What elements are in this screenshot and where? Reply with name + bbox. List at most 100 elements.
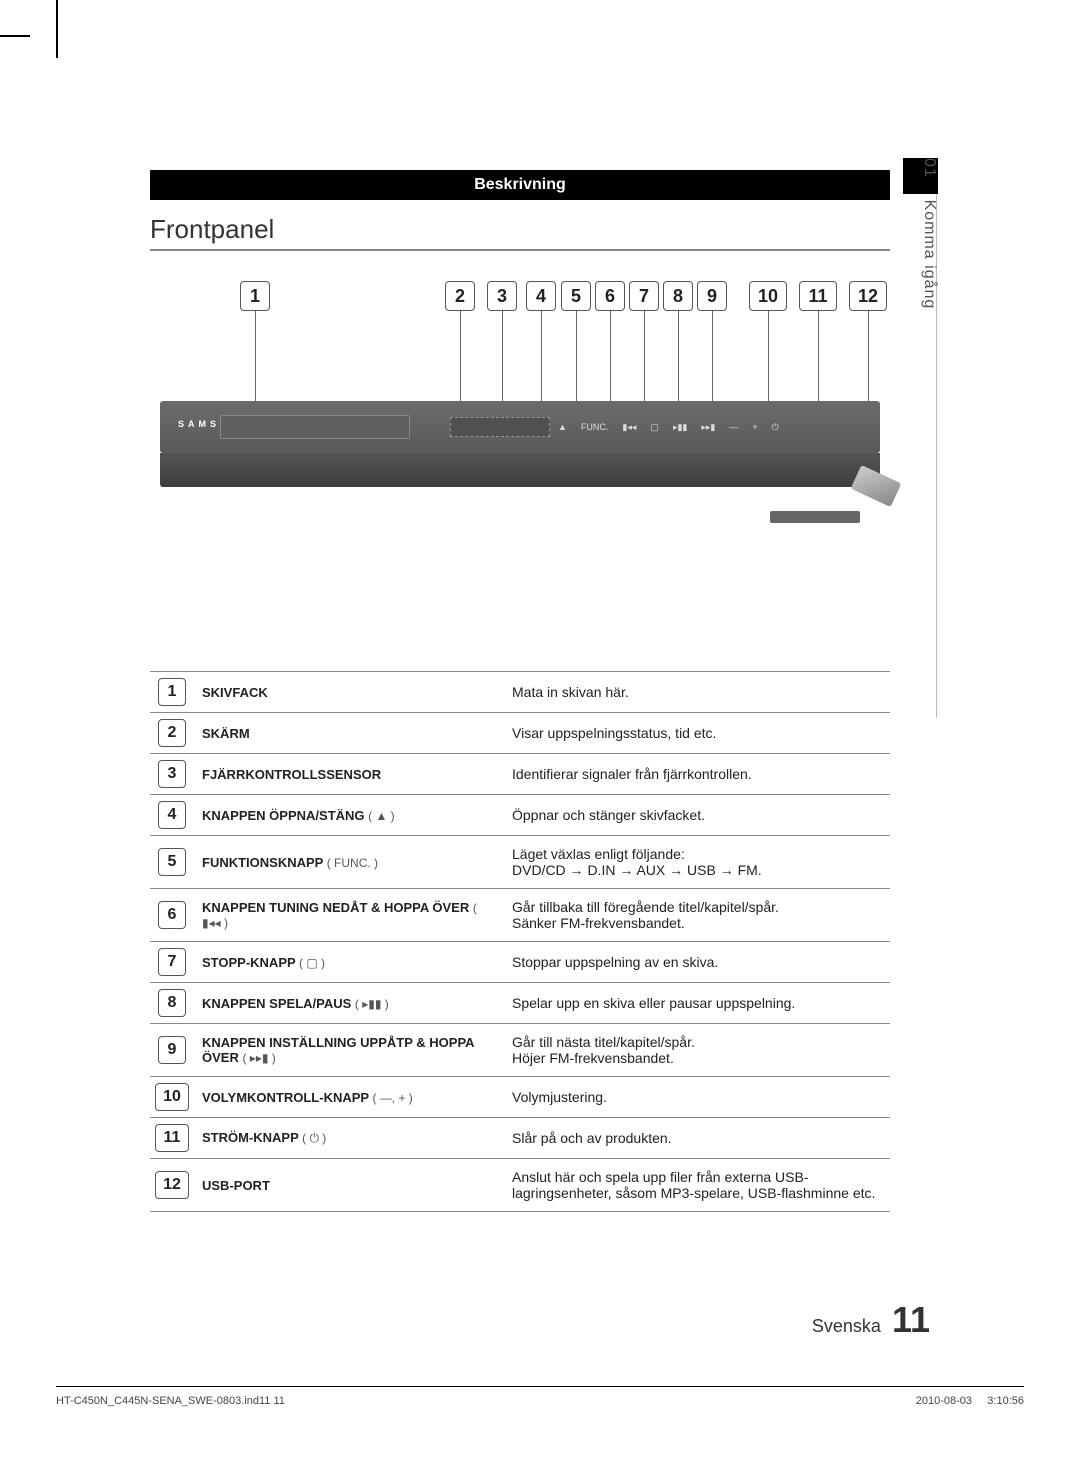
crop-mark-vertical bbox=[56, 0, 58, 58]
row-desc-line: Volymjustering. bbox=[512, 1089, 607, 1105]
row-number-cell: 12 bbox=[150, 1159, 194, 1212]
row-name-cell: FJÄRRKONTROLLSSENSOR bbox=[194, 754, 504, 795]
row-number-cell: 2 bbox=[150, 713, 194, 754]
row-icon: ( FUNC. ) bbox=[327, 856, 378, 870]
row-desc-line: DVD/CD → D.IN → AUX → USB → FM. bbox=[512, 862, 762, 878]
callout-12: 12 bbox=[849, 281, 887, 311]
footer-language: Svenska bbox=[812, 1316, 881, 1336]
row-desc-cell: Anslut här och spela upp filer från exte… bbox=[504, 1159, 890, 1212]
row-number-cell: 1 bbox=[150, 672, 194, 713]
row-name-cell: KNAPPEN TUNING NEDÅT & HOPPA ÖVER ( ▮◂◂ … bbox=[194, 889, 504, 942]
row-name: STOPP-KNAPP bbox=[202, 955, 299, 970]
row-desc-line: Visar uppspelningsstatus, tid etc. bbox=[512, 725, 716, 741]
row-name-cell: STOPP-KNAPP ( ▢ ) bbox=[194, 942, 504, 983]
callout-5: 5 bbox=[561, 281, 591, 311]
device-illustration: SAMSUNG ▲FUNC.▮◂◂▢▸▮▮▸▸▮—+⏻ bbox=[160, 401, 880, 511]
leader-line bbox=[818, 311, 819, 401]
row-name: VOLYMKONTROLL-KNAPP bbox=[202, 1090, 372, 1105]
row-number-cell: 11 bbox=[150, 1118, 194, 1159]
crop-mark-horizontal bbox=[0, 35, 30, 37]
row-name-cell: USB-PORT bbox=[194, 1159, 504, 1212]
panel-icon: ▲ bbox=[558, 422, 567, 432]
row-name: USB-PORT bbox=[202, 1178, 270, 1193]
row-name-cell: FUNKTIONSKNAPP ( FUNC. ) bbox=[194, 836, 504, 889]
row-desc-cell: Går till nästa titel/kapitel/spår.Höjer … bbox=[504, 1024, 890, 1077]
display-panel bbox=[450, 417, 550, 437]
table-row: 6 KNAPPEN TUNING NEDÅT & HOPPA ÖVER ( ▮◂◂… bbox=[150, 889, 890, 942]
row-desc-line: Identifierar signaler från fjärrkontroll… bbox=[512, 766, 752, 782]
table-row: 7 STOPP-KNAPP ( ▢ ) Stoppar uppspelning av… bbox=[150, 942, 890, 983]
panel-icon: — bbox=[729, 422, 738, 432]
row-desc-cell: Stoppar uppspelning av en skiva. bbox=[504, 942, 890, 983]
row-name-cell: SKIVFACK bbox=[194, 672, 504, 713]
table-row: 8 KNAPPEN SPELA/PAUS ( ▸▮▮ ) Spelar upp en… bbox=[150, 983, 890, 1024]
row-number: 10 bbox=[155, 1083, 189, 1111]
row-number: 2 bbox=[158, 719, 186, 747]
callout-9: 9 bbox=[697, 281, 727, 311]
description-table: 1SKIVFACK Mata in skivan här.2SKÄRM Visa… bbox=[150, 671, 890, 1212]
row-number: 3 bbox=[158, 760, 186, 788]
leader-line bbox=[678, 311, 679, 401]
row-name-cell: KNAPPEN SPELA/PAUS ( ▸▮▮ ) bbox=[194, 983, 504, 1024]
table-row: 1SKIVFACK Mata in skivan här. bbox=[150, 672, 890, 713]
table-row: 12 USB-PORT Anslut här och spela upp file… bbox=[150, 1159, 890, 1212]
disc-tray bbox=[220, 415, 410, 439]
panel-icon: ▸▸▮ bbox=[701, 422, 715, 433]
table-row: 3 FJÄRRKONTROLLSSENSOR Identifierar signa… bbox=[150, 754, 890, 795]
table-row: 9KNAPPEN INSTÄLLNING UPPÅTP & HOPPA ÖVER… bbox=[150, 1024, 890, 1077]
usb-door bbox=[770, 511, 860, 523]
leader-line bbox=[610, 311, 611, 401]
callout-3: 3 bbox=[487, 281, 517, 311]
table-row: 11STRÖM-KNAPP ( ⏻ )Slår på och av produk… bbox=[150, 1118, 890, 1159]
row-icon: ( ▲ ) bbox=[368, 809, 395, 823]
table-row: 4KNAPPEN ÖPPNA/STÄNG ( ▲ )Öppnar och stä… bbox=[150, 795, 890, 836]
row-desc-cell: Läget växlas enligt följande:DVD/CD → D.… bbox=[504, 836, 890, 889]
row-number: 8 bbox=[158, 989, 186, 1017]
row-name-cell: STRÖM-KNAPP ( ⏻ ) bbox=[194, 1118, 504, 1159]
row-name: KNAPPEN SPELA/PAUS bbox=[202, 996, 355, 1011]
callout-11: 11 bbox=[799, 281, 837, 311]
footer-page-number: 11 bbox=[892, 1299, 930, 1340]
callout-1: 1 bbox=[240, 281, 270, 311]
row-desc-line: Går till nästa titel/kapitel/spår. bbox=[512, 1034, 695, 1050]
row-desc-line: Stoppar uppspelning av en skiva. bbox=[512, 954, 718, 970]
row-number: 7 bbox=[158, 948, 186, 976]
leader-line bbox=[712, 311, 713, 401]
row-name: KNAPPEN ÖPPNA/STÄNG bbox=[202, 808, 368, 823]
table-row: 10VOLYMKONTROLL-KNAPP ( —, + )Volymjuste… bbox=[150, 1077, 890, 1118]
panel-icon: FUNC. bbox=[581, 422, 609, 432]
row-name-cell: KNAPPEN ÖPPNA/STÄNG ( ▲ ) bbox=[194, 795, 504, 836]
row-name: SKÄRM bbox=[202, 726, 250, 741]
section-bar: Beskrivning bbox=[150, 170, 890, 200]
row-name-cell: SKÄRM bbox=[194, 713, 504, 754]
row-number-cell: 3 bbox=[150, 754, 194, 795]
row-number: 6 bbox=[158, 901, 186, 929]
row-desc-line: Höjer FM-frekvensbandet. bbox=[512, 1050, 674, 1066]
row-number-cell: 5 bbox=[150, 836, 194, 889]
leader-line bbox=[868, 311, 869, 401]
row-icon: ( ▢ ) bbox=[299, 956, 325, 970]
section-title: Frontpanel bbox=[150, 214, 890, 251]
panel-icon: ▢ bbox=[650, 422, 659, 433]
row-name: SKIVFACK bbox=[202, 685, 268, 700]
row-desc-line: Går tillbaka till föregående titel/kapit… bbox=[512, 899, 779, 915]
side-tab: 01 Komma igång bbox=[920, 158, 938, 309]
table-row: 2 SKÄRM Visar uppspelningsstatus, tid etc… bbox=[150, 713, 890, 754]
row-number: 9 bbox=[158, 1036, 186, 1064]
callout-10: 10 bbox=[749, 281, 787, 311]
table-row: 5FUNKTIONSKNAPP ( FUNC. )Läget växlas en… bbox=[150, 836, 890, 889]
row-number: 12 bbox=[155, 1171, 189, 1199]
panel-icon: + bbox=[752, 422, 757, 432]
row-icon: ( ⏻ ) bbox=[302, 1131, 326, 1145]
panel-icon: ▸▮▮ bbox=[673, 422, 687, 433]
row-desc-cell: Identifierar signaler från fjärrkontroll… bbox=[504, 754, 890, 795]
leader-line bbox=[576, 311, 577, 401]
row-desc-cell: Går tillbaka till föregående titel/kapit… bbox=[504, 889, 890, 942]
front-panel-diagram: 123456789101112 SAMSUNG ▲FUNC.▮◂◂▢▸▮▮▸▸▮… bbox=[150, 281, 890, 531]
device-body: SAMSUNG ▲FUNC.▮◂◂▢▸▮▮▸▸▮—+⏻ bbox=[160, 401, 880, 453]
usb-stick-icon bbox=[851, 465, 902, 507]
panel-icon: ▮◂◂ bbox=[622, 422, 636, 433]
row-number: 11 bbox=[155, 1124, 189, 1152]
print-footer: HT-C450N_C445N-SENA_SWE-0803.ind11 11 20… bbox=[56, 1386, 1024, 1407]
row-desc-line: Spelar upp en skiva eller pausar uppspel… bbox=[512, 995, 795, 1011]
